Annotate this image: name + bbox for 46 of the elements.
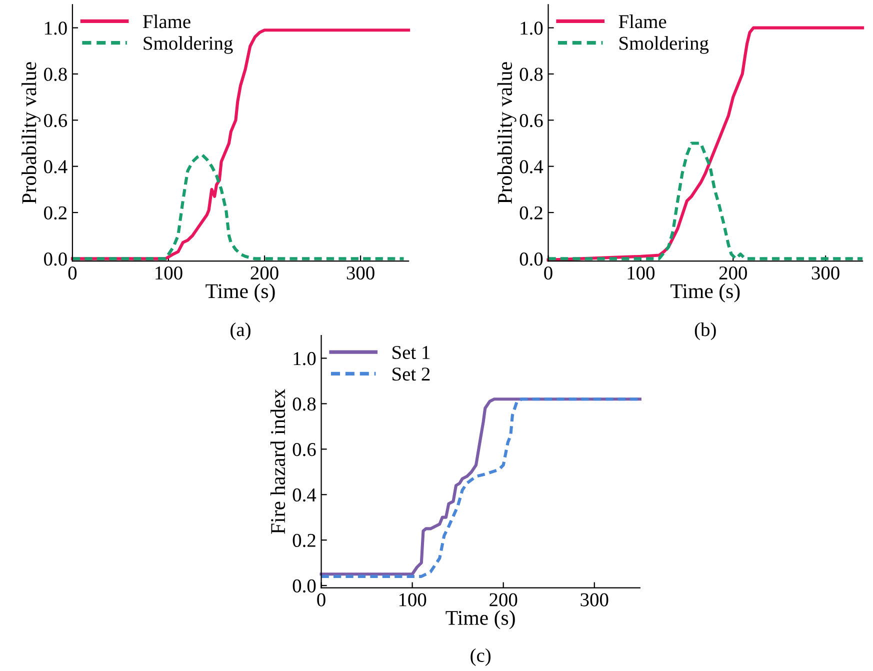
y-axis-title: Probability value (497, 62, 516, 204)
y-tick-label: 0.8 (292, 398, 316, 411)
x-axis-title: Time (s) (206, 284, 275, 302)
y-tick-label: 0.8 (520, 68, 543, 81)
text: (b) (694, 322, 716, 340)
y-tick-label: 0.0 (520, 252, 543, 266)
line-series (70, 153, 406, 260)
y-tick-label: 1.0 (294, 352, 316, 366)
legend-label: Smoldering (144, 36, 233, 54)
text: (c) (470, 648, 491, 666)
x-tick-label: 200 (490, 593, 518, 606)
y-tick-label: 0.2 (44, 206, 67, 220)
text: (a) (230, 322, 250, 340)
y-tick-label: 0.4 (292, 488, 316, 502)
x-tick-label: 200 (719, 266, 747, 280)
x-tick-label: 100 (399, 593, 426, 606)
y-tick-label: 0.2 (292, 534, 316, 548)
x-tick-label: 300 (812, 266, 840, 280)
y-axis-title: Probability value (22, 62, 41, 204)
y-axis-title: Fire hazard index (270, 389, 286, 534)
y-tick-label: 0.2 (520, 206, 542, 220)
legend-label: Flame (618, 14, 666, 28)
y-tick-label: 0.6 (292, 442, 316, 456)
y-tick-label: 1.0 (45, 22, 67, 35)
legend-label: Smoldering (620, 36, 709, 54)
x-tick-label: 0 (68, 266, 77, 280)
y-tick-label: 0.6 (520, 114, 543, 128)
y-tick-label: 0.0 (44, 252, 67, 266)
y-tick-label: 1.0 (520, 22, 543, 35)
y-tick-label: 0.4 (520, 160, 544, 174)
x-tick-label: 200 (250, 266, 278, 280)
x-tick-label: 300 (346, 266, 374, 280)
x-axis-title: Time (s) (670, 284, 740, 302)
legend-label: Set 1 (392, 346, 430, 360)
x-tick-label: 100 (628, 266, 655, 280)
x-tick-label: 100 (156, 266, 182, 280)
x-tick-label: 0 (317, 593, 326, 606)
y-tick-label: 0.0 (292, 579, 316, 593)
y-tick-label: 0.8 (44, 68, 67, 81)
y-tick-label: 0.6 (44, 114, 68, 128)
x-tick-label: 300 (580, 593, 608, 606)
legend-label: Set 2 (392, 368, 430, 381)
x-tick-label: 0 (544, 266, 552, 280)
y-tick-label: 0.4 (44, 160, 68, 174)
legend-label: Flame (143, 14, 190, 28)
x-axis-title: Time (s) (446, 610, 515, 630)
